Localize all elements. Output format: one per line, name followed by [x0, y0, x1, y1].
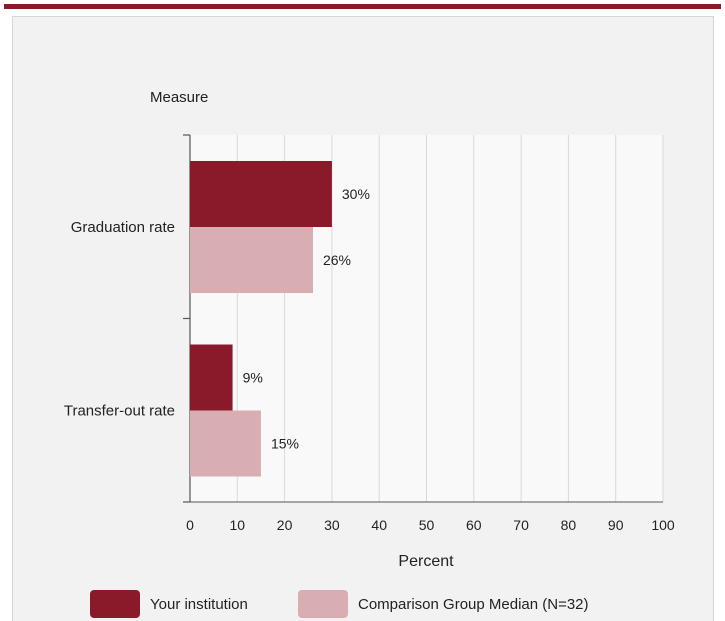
legend: Your institution Comparison Group Median…	[90, 590, 589, 618]
x-tick-label-100: 100	[651, 517, 675, 533]
category-label-transfer-out-rate: Transfer-out rate	[64, 403, 175, 420]
x-tick-label-0: 0	[186, 517, 194, 533]
y-axis-title: Measure	[150, 89, 208, 106]
x-tick-label-20: 20	[277, 517, 293, 533]
x-tick-label-70: 70	[513, 517, 529, 533]
bars	[190, 161, 332, 477]
x-tick-label-50: 50	[419, 517, 435, 533]
legend-label-your-institution: Your institution	[150, 596, 248, 613]
legend-swatch-comparison-median	[298, 590, 348, 618]
legend-swatch-your-institution	[90, 590, 140, 618]
top-accent-bar	[4, 4, 721, 9]
category-label-graduation-rate: Graduation rate	[71, 219, 175, 236]
x-tick-label-60: 60	[466, 517, 482, 533]
x-tick-label-40: 40	[371, 517, 387, 533]
bar-transfer-out-rate-comparison-median	[190, 410, 261, 477]
data-label-transfer-out-rate-your-institution: 9%	[243, 370, 263, 386]
data-label-graduation-rate-comparison-median: 26%	[323, 252, 351, 268]
x-tick-label-80: 80	[561, 517, 577, 533]
bar-graduation-rate-your-institution	[190, 161, 332, 227]
data-label-graduation-rate-your-institution: 30%	[342, 186, 370, 202]
bar-graduation-rate-comparison-median	[190, 227, 313, 293]
x-tick-label-30: 30	[324, 517, 340, 533]
x-tick-label-90: 90	[608, 517, 624, 533]
x-tick-label-10: 10	[230, 517, 246, 533]
gridlines	[236, 135, 664, 502]
data-label-transfer-out-rate-comparison-median: 15%	[271, 436, 299, 452]
x-axis-title: Percent	[398, 553, 454, 570]
bar-transfer-out-rate-your-institution	[190, 344, 233, 411]
legend-label-comparison-median: Comparison Group Median (N=32)	[358, 596, 589, 613]
labels: 0 10 20 30 40 50 60 70 80 90 100 Graduation rate 30%…	[64, 186, 675, 533]
